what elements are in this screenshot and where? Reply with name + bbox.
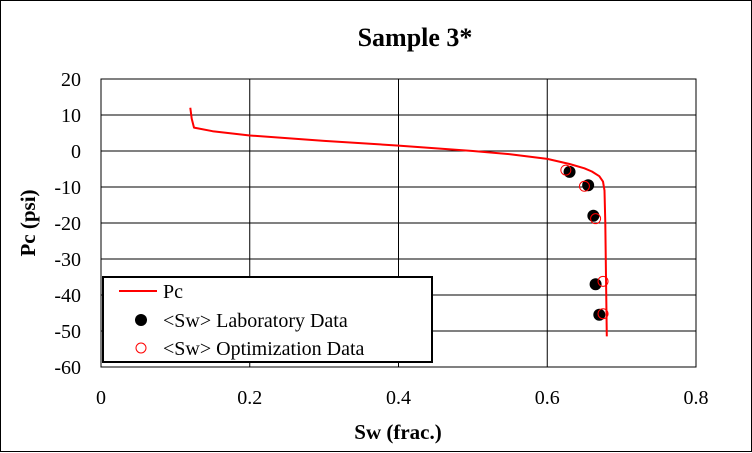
pc-curve-line xyxy=(189,107,608,337)
y-tick-label: 10 xyxy=(61,105,81,127)
optimization-data-point xyxy=(597,275,609,287)
x-tick-label: 0 xyxy=(96,387,106,409)
y-axis-label: Pc (psi) xyxy=(16,189,40,256)
optimization-data-point xyxy=(590,213,602,225)
y-tick-label: -30 xyxy=(54,249,81,271)
optimization-data-point xyxy=(560,164,572,176)
legend-label-optimization: <Sw> Optimization Data xyxy=(163,338,365,360)
x-axis-tick-labels: 0 0.2 0.4 0.6 0.8 xyxy=(96,387,709,409)
laboratory-data-point xyxy=(589,278,602,291)
optimization-data-point xyxy=(578,180,590,192)
optimization-data-point xyxy=(597,308,609,320)
y-axis-tick-labels: 20 10 0 -10 -20 -30 -40 -50 -60 xyxy=(54,69,81,379)
laboratory-data-point xyxy=(587,209,600,222)
x-tick-label: 0.8 xyxy=(684,387,709,409)
y-tick-label: 20 xyxy=(61,69,81,91)
series-layer xyxy=(189,107,609,337)
x-tick-label: 0.4 xyxy=(386,387,411,409)
y-tick-label: -20 xyxy=(54,213,81,235)
y-tick-label: -60 xyxy=(54,357,81,379)
laboratory-data-point xyxy=(563,165,576,178)
legend-swatch-optimization xyxy=(135,342,147,354)
laboratory-data-point xyxy=(582,179,595,192)
x-tick-label: 0.2 xyxy=(237,387,262,409)
laboratory-data-point xyxy=(593,308,606,321)
y-tick-label: -40 xyxy=(54,285,81,307)
plot-border xyxy=(100,78,697,368)
y-tick-label: 0 xyxy=(71,141,81,163)
legend-label-laboratory: <Sw> Laboratory Data xyxy=(163,310,348,332)
legend: Pc <Sw> Laboratory Data <Sw> Optimizatio… xyxy=(102,276,433,363)
legend-swatch-laboratory xyxy=(135,314,147,326)
legend-box xyxy=(102,276,433,363)
x-axis-label: Sw (frac.) xyxy=(354,420,441,444)
legend-label-pc: Pc xyxy=(163,281,183,303)
x-tick-label: 0.6 xyxy=(535,387,560,409)
y-tick-label: -50 xyxy=(54,321,81,343)
chart-title: Sample 3* xyxy=(358,23,473,52)
y-tick-label: -10 xyxy=(54,177,81,199)
